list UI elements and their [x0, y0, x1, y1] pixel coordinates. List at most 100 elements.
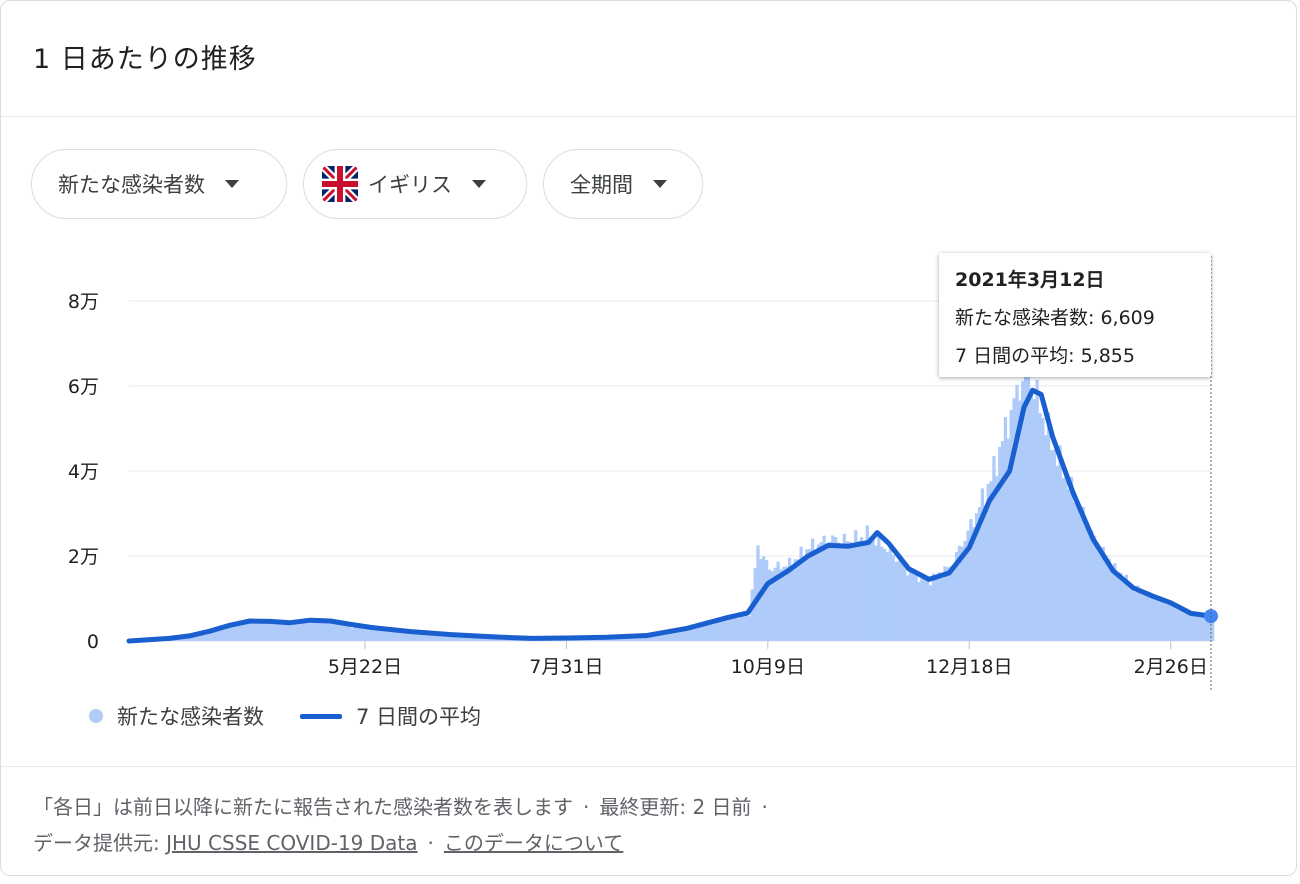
case-bar [894, 561, 898, 641]
case-bar [802, 559, 806, 641]
case-bar [1199, 615, 1203, 641]
data-source-link[interactable]: JHU CSSE COVID-19 Data [166, 831, 418, 855]
case-bar [641, 635, 645, 641]
case-bar [1064, 477, 1068, 641]
legend-line-swatch [300, 713, 342, 719]
bar-series [131, 355, 1215, 641]
case-bar [422, 634, 426, 641]
case-bar [793, 559, 798, 641]
tooltip-average: 7 日間の平均: 5,855 [955, 345, 1135, 367]
about-data-link[interactable]: このデータについて [443, 831, 624, 855]
case-bar [638, 636, 642, 641]
case-bar [998, 446, 1002, 641]
case-bar [684, 628, 688, 641]
case-bar [1179, 606, 1183, 641]
case-bar [333, 622, 337, 641]
case-bar [773, 567, 777, 641]
case-bar [986, 483, 990, 641]
case-bar [822, 535, 826, 641]
case-bar [232, 621, 236, 641]
case-bar [937, 572, 941, 641]
case-bar [1003, 416, 1008, 641]
case-bar [353, 627, 357, 641]
case-bar [465, 636, 469, 641]
case-bar [701, 625, 705, 641]
case-bar [212, 629, 216, 641]
case-bar [756, 545, 760, 641]
case-bar [1187, 614, 1192, 641]
case-bar [836, 542, 841, 641]
case-bar [408, 632, 412, 641]
case-bar [672, 630, 677, 641]
case-bar [1104, 555, 1108, 641]
case-bar [704, 624, 708, 641]
footer: 「各日」は前日以降に新たに報告された感染者数を表します · 最終更新: 2 日前 · … [33, 789, 778, 861]
case-bar [759, 558, 763, 641]
case-bar [1116, 572, 1120, 641]
cases-chart[interactable]: 0 2万 4万 6万 8万 5月22日 7月31日 10月9日 12月18日 2月26日 [1, 241, 1297, 701]
case-bar [845, 541, 849, 641]
case-bar [1067, 488, 1071, 641]
case-bar [1006, 438, 1010, 641]
case-bar [1041, 418, 1045, 641]
case-bar [223, 626, 228, 641]
case-bar [799, 546, 803, 641]
chevron-down-icon [225, 180, 239, 188]
case-bar [727, 616, 731, 641]
case-bar [741, 614, 746, 641]
case-bar [963, 540, 967, 641]
case-bar [307, 622, 311, 641]
case-bar [442, 635, 446, 641]
case-bar [690, 628, 694, 641]
tooltip-cases: 新たな感染者数: 6,609 [955, 307, 1155, 329]
case-bar [396, 631, 400, 641]
case-bar [1205, 612, 1209, 641]
case-bar [1133, 591, 1137, 641]
case-bar [693, 628, 697, 641]
case-bar [905, 575, 910, 641]
case-bar [733, 615, 737, 641]
case-bar [1156, 598, 1160, 641]
case-bar [445, 635, 449, 641]
footer-line-1: 「各日」は前日以降に新たに報告された感染者数を表します · 最終更新: 2 日前 · [33, 789, 778, 825]
y-tick-label: 8万 [68, 291, 99, 313]
case-bar [1015, 384, 1019, 641]
case-bar [1136, 585, 1140, 641]
case-bar [695, 625, 700, 641]
case-bar [903, 565, 907, 641]
case-bar [1029, 391, 1033, 641]
metric-dropdown[interactable]: 新たな感染者数 [31, 149, 287, 219]
tooltip-date: 2021年3月12日 [955, 269, 1105, 291]
case-bar [1150, 593, 1154, 641]
country-dropdown[interactable]: イギリス [303, 149, 527, 219]
case-bar [249, 621, 254, 641]
case-bar [862, 543, 867, 641]
case-bar [451, 635, 455, 641]
case-bar [290, 623, 294, 641]
case-bar [255, 619, 259, 641]
case-bar [687, 629, 691, 641]
case-bar [635, 636, 639, 641]
axes: 0 2万 4万 6万 8万 5月22日 7月31日 10月9日 12月18日 2月26日 [68, 256, 1212, 691]
case-bar [425, 633, 429, 641]
case-bar [1009, 409, 1013, 641]
case-bar [385, 630, 389, 641]
case-bar [1159, 597, 1163, 641]
case-bar [350, 628, 354, 641]
case-bar [1211, 614, 1215, 641]
case-bar [891, 555, 895, 641]
case-bar [367, 628, 372, 641]
footer-line-2: データ提供元: JHU CSSE COVID-19 Data · このデータについて [33, 825, 778, 861]
legend-bar-label: 新たな感染者数 [117, 705, 264, 729]
case-bar [301, 621, 305, 641]
case-bar [744, 612, 749, 641]
case-bar [646, 636, 651, 641]
case-bar [966, 530, 970, 641]
case-bar [1176, 609, 1180, 641]
case-bar [405, 632, 409, 641]
case-bar [1190, 612, 1195, 641]
period-dropdown[interactable]: 全期間 [543, 149, 703, 219]
case-bar [664, 633, 668, 641]
case-bar [848, 541, 852, 641]
case-bar [730, 616, 734, 641]
